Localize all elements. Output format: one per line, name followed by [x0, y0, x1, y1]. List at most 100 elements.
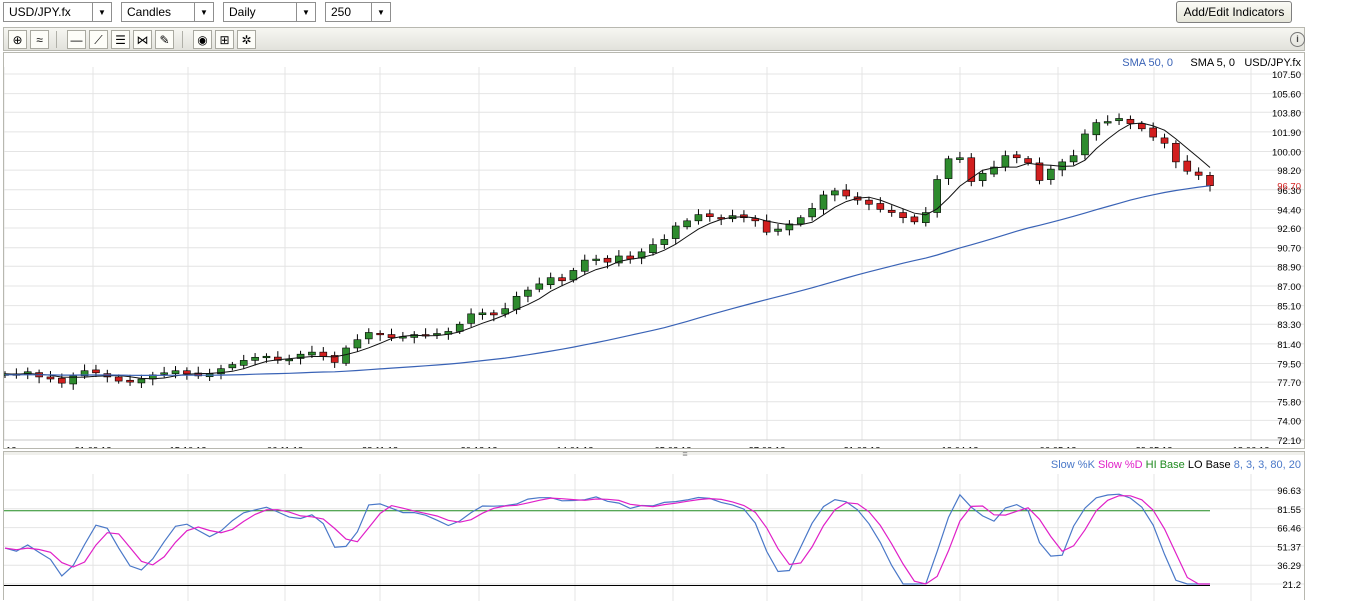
candle	[1172, 142, 1180, 163]
settings-icon[interactable]: ✲	[237, 30, 256, 49]
date-tick-label: 18.06.13	[1233, 446, 1270, 449]
candle	[922, 212, 930, 223]
legend-entry: USD/JPY.fx	[1244, 57, 1301, 69]
snapshot-icon[interactable]: ◉	[193, 30, 212, 49]
candle	[262, 355, 271, 359]
chevron-down-icon: ▼	[371, 3, 390, 21]
period-select[interactable]: Daily ▼	[223, 2, 316, 22]
candle	[80, 370, 89, 377]
symbol-select-value: USD/JPY.fx	[9, 5, 71, 19]
date-tick-label: 27.02.13	[749, 446, 786, 449]
candle	[353, 339, 362, 349]
osc-tick-label: 21.2	[1283, 580, 1302, 591]
period-value: Daily	[229, 5, 256, 19]
candle	[615, 255, 623, 264]
candle	[978, 172, 987, 181]
sma50-line	[5, 185, 1211, 376]
date-tick-label: 20.12.12	[461, 446, 498, 449]
chevron-down-icon: ▼	[194, 3, 213, 21]
candle	[694, 214, 703, 222]
price-tick-label: 100.00	[1272, 148, 1301, 159]
candle	[126, 379, 134, 383]
add-window-icon[interactable]: ⊞	[215, 30, 234, 49]
candle	[956, 157, 964, 160]
legend-entry: SMA 50, 0	[1122, 57, 1173, 69]
price-tick-label: 81.40	[1277, 340, 1301, 351]
overlay-icon[interactable]: ≈	[30, 30, 49, 49]
osc-tick-label: 96.63	[1277, 486, 1301, 497]
osc-tick-label: 66.46	[1277, 524, 1301, 535]
stochastic-chart: ≡ 96.63 81.55 66.46 51.37 36.29 21.2 Slow %K Sl…	[4, 449, 1306, 601]
bars-select[interactable]: 250 ▼	[325, 2, 391, 22]
trend-line-icon[interactable]: ⟋	[89, 30, 108, 49]
candle	[1035, 162, 1044, 181]
candle	[490, 312, 498, 316]
toolbar-separator	[56, 31, 57, 48]
chart-type-select[interactable]: Candles ▼	[121, 2, 214, 22]
candle	[239, 360, 248, 366]
stochastic-panel[interactable]: ≡ 96.63 81.55 66.46 51.37 36.29 21.2 Slow %K Sl…	[3, 449, 1306, 601]
osc-legend-entry: LO Base	[1185, 459, 1231, 471]
fibonacci-icon[interactable]: ☰	[111, 30, 130, 49]
candle	[819, 194, 828, 210]
date-tick-label: 12	[6, 446, 17, 449]
candle	[569, 270, 578, 281]
crosshair-icon[interactable]: ⊕	[8, 30, 27, 49]
horizontal-line-icon[interactable]: —	[67, 30, 86, 49]
price-tick-label: 105.60	[1272, 90, 1301, 101]
date-tick-label: 06.05.13	[1040, 446, 1077, 449]
candle	[330, 355, 339, 363]
candle	[285, 359, 293, 362]
eraser-icon[interactable]: ✎	[155, 30, 174, 49]
date-tick-label: 06.11.12	[267, 446, 303, 449]
candle	[92, 369, 100, 374]
candle	[1194, 171, 1203, 176]
drawing-toolbar: i ⊕ ≈ — ⟋ ☰ ⋈ ✎ ◉ ⊞ ✲	[3, 27, 1305, 51]
candle	[478, 312, 487, 315]
chevron-down-icon: ▼	[296, 3, 315, 21]
candle	[364, 332, 373, 340]
osc-legend-entry: HI Base	[1143, 459, 1185, 471]
candle	[467, 313, 475, 324]
osc-tick-label: 51.37	[1277, 542, 1301, 553]
slow-d-line	[4, 495, 1210, 585]
price-chart-panel[interactable]: 107.50 105.60 103.80 101.90 100.00 98.20 96.30…	[1, 52, 1306, 457]
candle	[433, 333, 441, 336]
candle	[308, 351, 316, 356]
candle	[58, 377, 66, 384]
candle	[808, 208, 816, 218]
candle	[603, 257, 612, 263]
candle	[1001, 155, 1010, 168]
candle	[865, 199, 873, 205]
price-tick-label: 107.50	[1272, 70, 1301, 81]
candle	[1149, 127, 1157, 138]
candle	[671, 225, 680, 239]
price-tick-label: 101.90	[1272, 128, 1301, 139]
price-tick-label: 79.50	[1277, 359, 1301, 370]
candle	[1160, 137, 1169, 144]
osc-legend: Slow %K Slow %D HI Base LO Base 8, 3, 3,…	[1051, 459, 1301, 471]
candle	[46, 376, 55, 380]
candle	[831, 190, 839, 196]
candle	[876, 203, 885, 210]
price-tick-label: 85.10	[1277, 302, 1301, 313]
gann-icon[interactable]: ⋈	[133, 30, 152, 49]
price-tick-label: 94.40	[1277, 205, 1301, 216]
candle	[501, 308, 509, 315]
candle	[990, 166, 998, 175]
candle	[796, 217, 805, 225]
candle	[1137, 123, 1146, 130]
candle	[899, 212, 907, 219]
candle	[762, 220, 771, 233]
add-edit-indicators-button[interactable]: Add/Edit Indicators	[1176, 1, 1292, 23]
osc-legend-entry: 8, 3, 3, 80, 20	[1231, 459, 1301, 471]
date-tick-label: 28.11.12	[362, 446, 398, 449]
candle	[1092, 122, 1101, 136]
chart-type-value: Candles	[127, 5, 172, 19]
candle	[160, 372, 168, 375]
info-icon[interactable]: i	[1290, 32, 1305, 47]
legend-entry: SMA 5, 0	[1190, 57, 1235, 69]
symbol-select[interactable]: USD/JPY.fx ▼	[3, 2, 112, 22]
candle	[649, 244, 657, 253]
osc-tick-label: 81.55	[1277, 505, 1301, 516]
